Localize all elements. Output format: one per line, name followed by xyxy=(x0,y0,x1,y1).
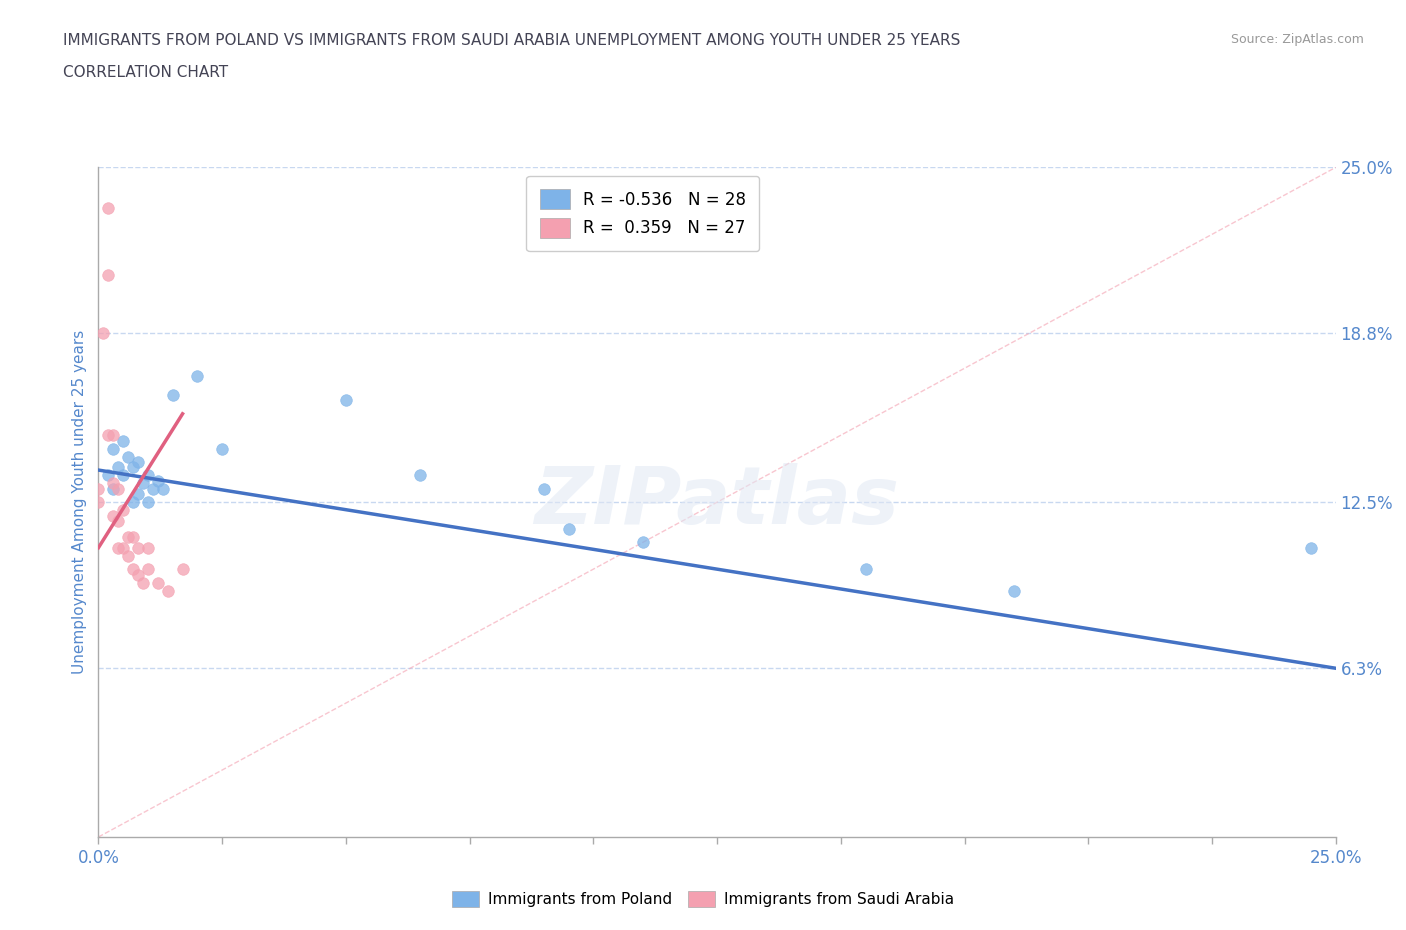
Point xyxy=(97,200,120,215)
Point xyxy=(142,482,165,497)
Point xyxy=(117,549,139,564)
Point xyxy=(117,449,139,464)
Point xyxy=(186,369,208,384)
Text: Source: ZipAtlas.com: Source: ZipAtlas.com xyxy=(1230,33,1364,46)
Point xyxy=(146,575,169,590)
Point xyxy=(122,529,145,544)
Point xyxy=(107,513,129,528)
Point xyxy=(107,540,129,555)
Point xyxy=(93,106,115,121)
Point xyxy=(97,468,120,483)
Point xyxy=(1299,540,1322,555)
Point xyxy=(136,495,159,510)
Point xyxy=(127,540,149,555)
Point xyxy=(87,495,110,510)
Point xyxy=(156,583,179,598)
Point xyxy=(117,529,139,544)
Y-axis label: Unemployment Among Youth under 25 years: Unemployment Among Youth under 25 years xyxy=(72,330,87,674)
Legend: R = -0.536   N = 28, R =  0.359   N = 27: R = -0.536 N = 28, R = 0.359 N = 27 xyxy=(526,176,759,251)
Point xyxy=(103,428,125,443)
Point xyxy=(122,460,145,475)
Point xyxy=(122,562,145,577)
Legend: Immigrants from Poland, Immigrants from Saudi Arabia: Immigrants from Poland, Immigrants from … xyxy=(446,884,960,913)
Point xyxy=(1002,583,1025,598)
Point xyxy=(146,473,169,488)
Point xyxy=(127,455,149,470)
Point xyxy=(93,326,115,341)
Point xyxy=(122,495,145,510)
Point xyxy=(855,562,877,577)
Point xyxy=(127,486,149,501)
Point xyxy=(162,388,184,403)
Point xyxy=(103,476,125,491)
Point xyxy=(132,476,155,491)
Point xyxy=(335,393,357,408)
Point xyxy=(112,503,135,518)
Point xyxy=(631,535,654,550)
Point xyxy=(533,482,555,497)
Point xyxy=(112,433,135,448)
Point xyxy=(87,482,110,497)
Point xyxy=(211,441,233,456)
Point xyxy=(103,482,125,497)
Point xyxy=(107,482,129,497)
Point xyxy=(557,522,579,537)
Point xyxy=(112,540,135,555)
Point xyxy=(132,575,155,590)
Point xyxy=(136,540,159,555)
Text: IMMIGRANTS FROM POLAND VS IMMIGRANTS FROM SAUDI ARABIA UNEMPLOYMENT AMONG YOUTH : IMMIGRANTS FROM POLAND VS IMMIGRANTS FRO… xyxy=(63,33,960,47)
Point xyxy=(112,468,135,483)
Point xyxy=(127,567,149,582)
Text: ZIPatlas: ZIPatlas xyxy=(534,463,900,541)
Point xyxy=(97,267,120,282)
Point xyxy=(172,562,194,577)
Point xyxy=(152,482,174,497)
Point xyxy=(409,468,432,483)
Point xyxy=(107,460,129,475)
Point xyxy=(136,562,159,577)
Text: CORRELATION CHART: CORRELATION CHART xyxy=(63,65,228,80)
Point xyxy=(97,428,120,443)
Point xyxy=(103,508,125,523)
Point xyxy=(136,468,159,483)
Point xyxy=(103,441,125,456)
